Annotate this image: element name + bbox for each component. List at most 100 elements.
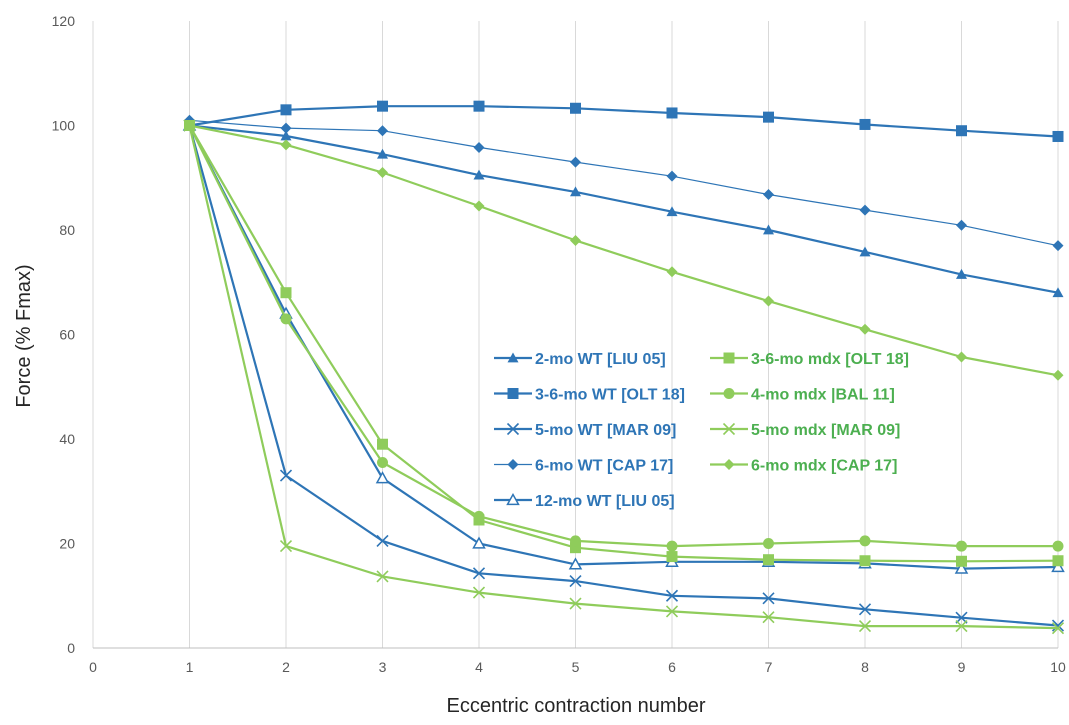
x-tick-label: 9: [958, 659, 966, 675]
data-point: [184, 120, 195, 131]
data-point: [859, 535, 871, 547]
data-point: [1052, 369, 1064, 381]
data-point: [1052, 240, 1064, 252]
data-point: [1051, 559, 1065, 573]
series-1: [184, 100, 1064, 142]
data-point: [376, 534, 389, 547]
legend-marker: [722, 422, 736, 436]
legend-entry: 5-mo WT [MAR 09]: [494, 422, 676, 439]
legend-entry: 6-mo mdx [CAP 17]: [710, 458, 897, 475]
legend-entry: 6-mo WT [CAP 17]: [494, 458, 673, 475]
x-tick-label: 1: [186, 659, 194, 675]
data-point: [569, 575, 582, 588]
marker-stroke: [858, 603, 872, 616]
data-point: [666, 266, 678, 278]
legend-entry: 3-6-mo mdx [OLT 18]: [710, 351, 909, 368]
series-0: [184, 120, 1064, 298]
legend: 2-mo WT [LIU 05] 3-6-mo WT [OLT 18] 5-mo W…: [494, 351, 909, 510]
series-line: [189, 124, 1059, 377]
data-point: [956, 351, 967, 363]
data-point: [472, 567, 486, 580]
data-point: [279, 469, 293, 482]
y-axis-title: Force (% Fmax): [13, 264, 35, 407]
series-line: [188, 125, 1059, 630]
data-point: [1052, 540, 1064, 552]
data-point: [763, 295, 774, 307]
data-point: [280, 130, 292, 141]
marker-stroke: [279, 469, 293, 482]
data-point: [859, 118, 871, 130]
data-point: [956, 555, 967, 567]
legend-entry: 5-mo mdx [MAR 09]: [710, 422, 900, 439]
data-point: [763, 554, 774, 566]
legend-marker: [506, 492, 520, 506]
series-3: [184, 114, 1064, 252]
marker-stroke: [1051, 619, 1065, 632]
data-point: [956, 268, 967, 279]
marker-stroke: [569, 575, 582, 588]
y-tick-label: 0: [67, 640, 75, 656]
data-point: [762, 611, 775, 624]
data-point: [377, 438, 388, 450]
series-line: [188, 125, 1058, 548]
legend-entry: 12-mo WT [LIU 05]: [494, 492, 675, 510]
legend-label: 6-mo WT [CAP 17]: [535, 458, 673, 475]
data-point: [570, 102, 581, 114]
marker-stroke: [665, 589, 679, 602]
series-line: [189, 119, 1059, 247]
marker-stroke: [376, 570, 389, 583]
legend-marker: [506, 422, 520, 436]
data-point: [472, 536, 486, 549]
y-tick-label: 100: [52, 118, 76, 134]
series-line: [188, 124, 1059, 563]
data-point: [377, 457, 388, 469]
series-line: [188, 125, 1059, 627]
data-point: [570, 535, 581, 547]
y-tick-label: 40: [59, 431, 75, 447]
marker-stroke: [1051, 622, 1065, 635]
data-point: [377, 167, 388, 179]
data-point: [1052, 555, 1064, 567]
x-tick-label: 2: [282, 659, 290, 675]
marker-stroke: [762, 611, 775, 624]
y-tick-label: 80: [59, 222, 75, 238]
data-point: [279, 540, 293, 553]
data-point: [570, 186, 581, 197]
data-point: [858, 603, 872, 616]
x-tick-label: 6: [668, 659, 676, 675]
x-tick-label: 7: [765, 659, 773, 675]
series-7: [183, 119, 1065, 635]
data-point: [473, 169, 485, 180]
data-point: [473, 200, 485, 212]
legend-label: 4-mo mdx |BAL 11]: [751, 387, 895, 404]
legend-label: 3-6-mo mdx [OLT 18]: [751, 351, 909, 368]
data-point: [859, 555, 871, 567]
legend-marker: [723, 459, 735, 470]
series-layer: [182, 100, 1065, 635]
legend-marker: [507, 459, 519, 470]
data-point: [666, 107, 678, 119]
data-point: [376, 570, 389, 583]
marker-stroke: [665, 605, 679, 618]
marker-stroke: [569, 597, 582, 610]
legend-entry: 2-mo WT [LIU 05]: [494, 351, 666, 368]
data-point: [569, 597, 582, 610]
data-point: [1052, 130, 1064, 142]
data-point: [280, 122, 292, 134]
data-point: [954, 561, 969, 574]
marker-stroke: [762, 592, 775, 605]
data-point: [956, 125, 967, 137]
legend-label: 3-6-mo WT [OLT 18]: [535, 387, 685, 404]
data-point: [568, 557, 583, 570]
marker-stroke: [376, 534, 389, 547]
y-tick-label: 120: [52, 13, 76, 29]
data-point: [377, 148, 388, 159]
series-line: [189, 124, 1059, 294]
data-point: [859, 246, 871, 257]
series-line: [188, 124, 1059, 570]
legend-label: 12-mo WT [LIU 05]: [535, 493, 675, 510]
legend-label: 5-mo WT [MAR 09]: [535, 422, 676, 439]
data-point: [280, 287, 292, 299]
y-tick-label: 20: [59, 536, 75, 552]
y-tick-label: 60: [59, 327, 75, 343]
